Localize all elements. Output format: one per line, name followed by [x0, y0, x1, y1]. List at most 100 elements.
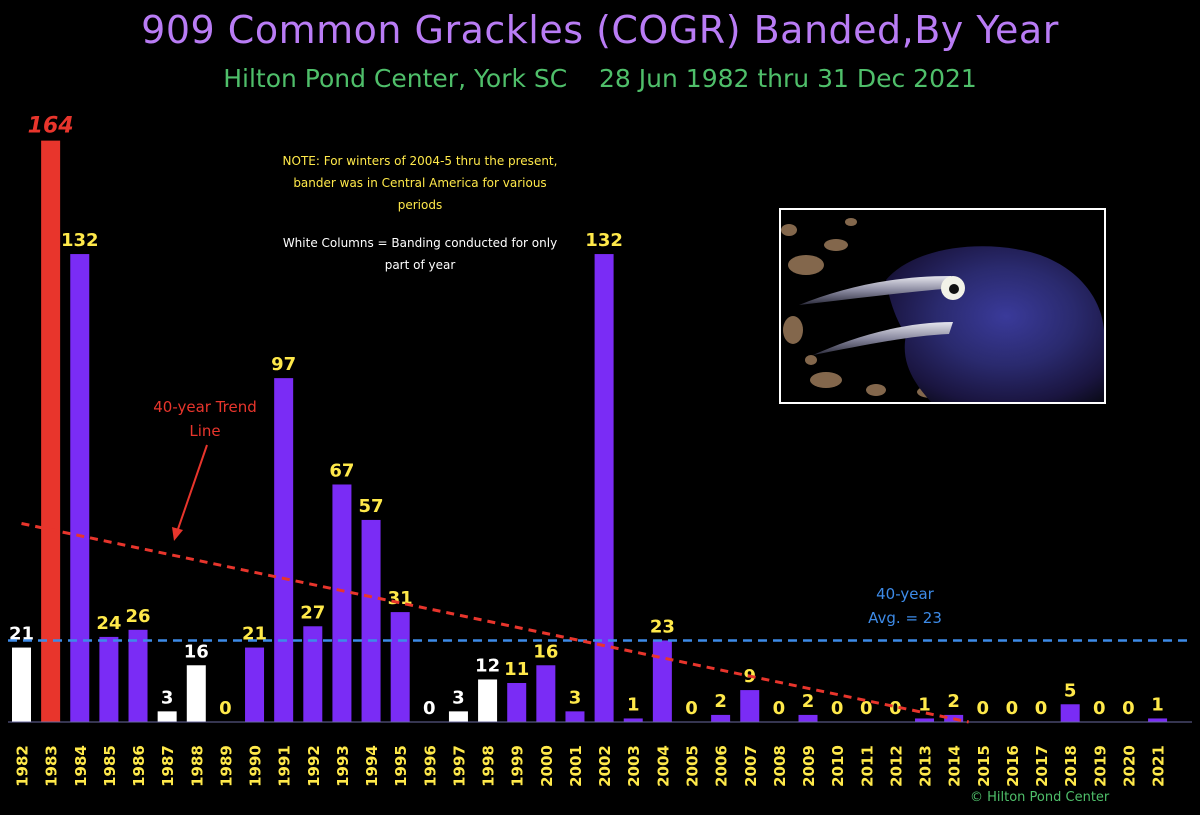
lower-beak	[813, 322, 953, 355]
value-label-2000: 16	[533, 641, 558, 662]
year-label-2013: 2013	[917, 745, 935, 787]
year-label-1989: 1989	[217, 745, 235, 787]
average-label-line2: Avg. = 23	[868, 609, 942, 627]
bar-2006	[711, 714, 731, 722]
year-label-1995: 1995	[392, 745, 410, 787]
copyright: © Hilton Pond Center	[970, 790, 1110, 805]
value-label-2013: 1	[918, 694, 931, 715]
bar-2003	[623, 718, 643, 722]
year-label-1984: 1984	[72, 745, 90, 787]
year-label-1986: 1986	[130, 745, 148, 787]
year-label-1990: 1990	[247, 745, 265, 787]
bar-1983	[41, 140, 61, 722]
bar-1997	[448, 711, 468, 722]
year-label-1998: 1998	[480, 745, 498, 787]
year-label-2019: 2019	[1091, 745, 1109, 787]
year-label-2008: 2008	[771, 745, 789, 787]
value-label-2019: 0	[1093, 698, 1106, 719]
value-label-2021: 1	[1151, 694, 1164, 715]
value-label-2010: 0	[831, 698, 844, 719]
year-label-2011: 2011	[858, 745, 876, 787]
year-label-2014: 2014	[946, 745, 964, 787]
trend-line	[21, 522, 969, 724]
year-label-1993: 1993	[334, 745, 352, 787]
value-label-1994: 57	[359, 496, 384, 517]
bar-2021	[1148, 718, 1168, 722]
bar-1988	[186, 665, 206, 722]
chart-subtitle: Hilton Pond Center, York SC 28 Jun 1982 …	[223, 64, 977, 93]
year-label-2005: 2005	[683, 745, 701, 787]
value-label-2004: 23	[650, 616, 675, 637]
year-label-2002: 2002	[596, 745, 614, 787]
trend-arrow	[176, 444, 208, 533]
value-label-2009: 2	[802, 691, 815, 712]
year-label-2006: 2006	[713, 745, 731, 787]
year-label-2004: 2004	[654, 745, 672, 787]
year-label-1983: 1983	[43, 745, 61, 787]
year-label-2012: 2012	[887, 745, 905, 787]
grackle-head	[886, 246, 1104, 402]
grackle-pupil	[949, 284, 959, 294]
year-labels-group: 1982 1983 1984 1985 1986 1987 1988 1989 1990 1991…	[14, 745, 1168, 787]
value-label-2005: 0	[685, 698, 698, 719]
year-label-1994: 1994	[363, 745, 381, 787]
value-label-2015: 0	[977, 698, 990, 719]
value-label-1988: 16	[184, 641, 209, 662]
value-label-2011: 0	[860, 698, 873, 719]
value-label-2006: 2	[714, 691, 727, 712]
value-label-1989: 0	[219, 698, 232, 719]
value-label-2002: 132	[585, 230, 623, 251]
value-label-2003: 1	[627, 694, 640, 715]
value-label-2008: 0	[773, 698, 786, 719]
background-blotches	[781, 218, 945, 398]
bar-1998	[478, 679, 498, 722]
bar-1991	[274, 378, 294, 722]
year-label-2003: 2003	[625, 745, 643, 787]
year-label-2009: 2009	[800, 745, 818, 787]
value-label-1984: 132	[61, 230, 99, 251]
value-label-2017: 0	[1035, 698, 1048, 719]
bar-2000	[536, 665, 556, 722]
bar-2004	[652, 640, 672, 722]
year-label-1996: 1996	[421, 745, 439, 787]
value-label-1996: 0	[423, 698, 436, 719]
bar-2002	[594, 254, 614, 722]
bar-1987	[157, 711, 177, 722]
average-label: 40-year Avg. = 23	[845, 582, 965, 630]
value-label-1992: 27	[300, 602, 325, 623]
year-label-2018: 2018	[1062, 745, 1080, 787]
value-label-2020: 0	[1122, 698, 1135, 719]
bar-1994	[361, 519, 381, 722]
bar-2009	[798, 714, 818, 722]
value-label-1991: 97	[271, 354, 296, 375]
bar-1986	[128, 629, 148, 722]
value-label-1998: 12	[475, 655, 500, 676]
bar-1993	[332, 484, 352, 722]
year-label-2015: 2015	[975, 745, 993, 787]
grackle-image	[779, 208, 1106, 404]
trend-line-label: 40-year Trend Line	[153, 398, 257, 440]
year-label-1982: 1982	[14, 745, 32, 787]
year-label-1991: 1991	[276, 745, 294, 787]
grackle-head-illustration	[781, 218, 1104, 402]
year-label-2020: 2020	[1120, 745, 1138, 787]
value-label-1985: 24	[96, 613, 121, 634]
year-label-1988: 1988	[188, 745, 206, 787]
year-label-1999: 1999	[509, 745, 527, 787]
year-label-2001: 2001	[567, 745, 585, 787]
year-label-2010: 2010	[829, 745, 847, 787]
year-label-1997: 1997	[450, 745, 468, 787]
year-label-2017: 2017	[1033, 745, 1051, 787]
year-label-2000: 2000	[538, 745, 556, 787]
value-label-1999: 11	[504, 659, 529, 680]
bar-1992	[303, 626, 323, 722]
value-label-2001: 3	[569, 687, 582, 708]
year-label-2021: 2021	[1150, 745, 1168, 787]
year-label-2007: 2007	[742, 745, 760, 787]
value-label-2016: 0	[1006, 698, 1019, 719]
value-label-1997: 3	[452, 687, 465, 708]
bars-group	[12, 140, 1168, 722]
